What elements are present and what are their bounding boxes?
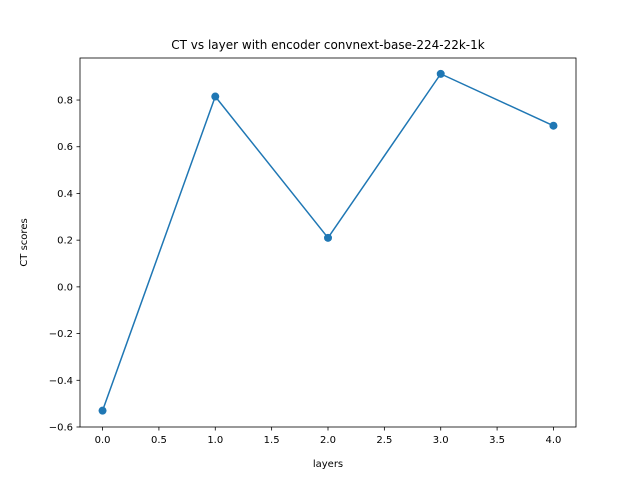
y-tick-label: 0.8 xyxy=(57,96,73,107)
data-point xyxy=(549,121,558,130)
x-tick-label: 1.0 xyxy=(207,435,223,446)
data-point xyxy=(324,233,332,242)
y-axis-ticks: −0.6 −0.4 −0.2 0.0 0.2 0.4 0.6 0.8 xyxy=(49,96,80,434)
y-axis-label: CT scores xyxy=(19,218,30,266)
x-tick-label: 3.5 xyxy=(489,435,505,446)
x-tick-label: 0.5 xyxy=(151,435,167,446)
data-point xyxy=(211,92,220,101)
x-axis-label: layers xyxy=(313,459,343,470)
y-tick-label: 0.6 xyxy=(57,142,73,153)
y-tick-label: 0.0 xyxy=(57,282,73,293)
x-tick-label: 4.0 xyxy=(546,435,562,446)
x-tick-label: 1.5 xyxy=(264,435,280,446)
y-tick-label: −0.6 xyxy=(49,423,73,434)
data-point xyxy=(98,406,107,415)
x-tick-label: 2.0 xyxy=(320,435,336,446)
data-point xyxy=(436,69,445,78)
series-markers xyxy=(98,69,558,415)
y-tick-label: −0.2 xyxy=(49,329,73,340)
plot-area xyxy=(80,58,576,427)
y-tick-label: 0.4 xyxy=(57,189,73,200)
y-tick-label: −0.4 xyxy=(49,376,73,387)
x-tick-label: 3.0 xyxy=(433,435,449,446)
y-tick-label: 0.2 xyxy=(57,236,73,247)
chart-title: CT vs layer with encoder convnext-base-2… xyxy=(171,38,484,52)
x-tick-label: 2.5 xyxy=(376,435,392,446)
x-tick-label: 0.0 xyxy=(95,435,111,446)
x-axis-ticks: 0.0 0.5 1.0 1.5 2.0 2.5 3.0 3.5 4.0 xyxy=(95,427,562,446)
plot-frame xyxy=(79,57,577,428)
